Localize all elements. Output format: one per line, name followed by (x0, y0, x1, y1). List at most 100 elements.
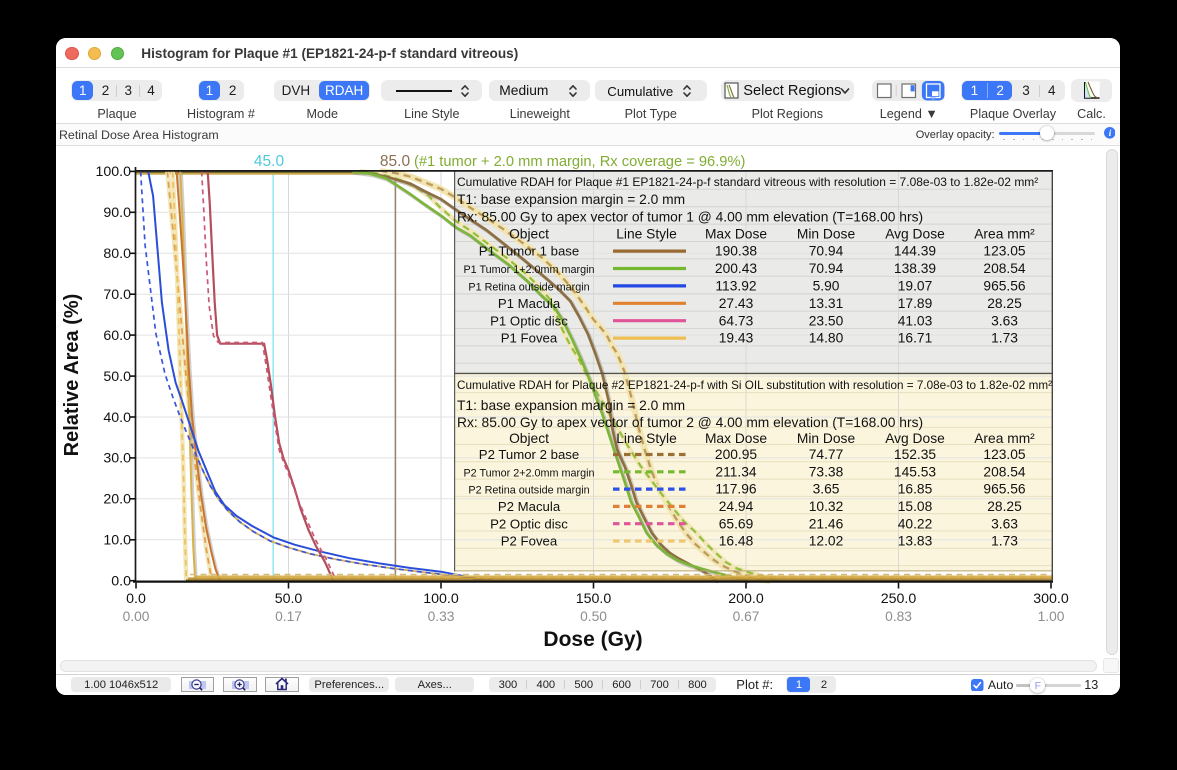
svg-text:70.94: 70.94 (809, 261, 844, 276)
svg-text:Cumulative RDAH for Plaque #2: Cumulative RDAH for Plaque #2 EP1821-24-… (457, 379, 1052, 392)
svg-text:P2 Tumor 2 base: P2 Tumor 2 base (479, 447, 579, 462)
svg-text:15.08: 15.08 (898, 499, 933, 514)
svg-text:190.38: 190.38 (715, 244, 758, 259)
svg-text:0.0: 0.0 (111, 573, 131, 589)
svg-text:(#1 tumor + 2.0 mm margin, Rx: (#1 tumor + 2.0 mm margin, Rx coverage =… (414, 154, 745, 170)
svg-text:200.95: 200.95 (715, 447, 758, 462)
svg-text:Min Dose: Min Dose (797, 226, 856, 241)
svg-text:85.0: 85.0 (380, 153, 411, 170)
svg-text:19.07: 19.07 (898, 278, 933, 293)
svg-text:0.67: 0.67 (733, 609, 760, 624)
svg-text:P2 Fovea: P2 Fovea (501, 534, 558, 549)
svg-text:Avg Dose: Avg Dose (885, 431, 945, 446)
svg-text:i: i (1108, 129, 1111, 139)
svg-text:17.89: 17.89 (898, 296, 933, 311)
svg-text:T1: base expansion margin = 2.: T1: base expansion margin = 2.0 mm (457, 192, 685, 207)
svg-text:5.90: 5.90 (813, 278, 840, 293)
svg-text:Object: Object (509, 431, 549, 446)
svg-text:23.50: 23.50 (809, 313, 844, 328)
svg-text:123.05: 123.05 (983, 244, 1026, 259)
svg-text:117.96: 117.96 (715, 482, 757, 497)
svg-text:100.0: 100.0 (423, 591, 459, 607)
svg-text:P1 Tumor 1+2.0mm margin: P1 Tumor 1+2.0mm margin (463, 264, 594, 276)
svg-text:12.02: 12.02 (809, 534, 844, 549)
svg-text:13.31: 13.31 (809, 296, 844, 311)
svg-text:0.33: 0.33 (428, 609, 455, 624)
svg-text:100.0: 100.0 (95, 164, 131, 180)
svg-text:41.03: 41.03 (898, 313, 933, 328)
svg-text:1.73: 1.73 (991, 534, 1018, 549)
svg-text:Object: Object (509, 226, 549, 241)
svg-text:145.53: 145.53 (894, 464, 937, 479)
svg-text:965.56: 965.56 (983, 278, 1026, 293)
svg-text:Rx: 85.00 Gy to apex vector of: Rx: 85.00 Gy to apex vector of tumor 1 @… (457, 209, 923, 224)
svg-text:144.39: 144.39 (894, 244, 937, 259)
svg-text:3.63: 3.63 (991, 516, 1018, 531)
svg-text:14.80: 14.80 (809, 331, 844, 346)
svg-text:80.0: 80.0 (103, 246, 131, 262)
svg-text:P2 Macula: P2 Macula (498, 499, 561, 514)
svg-text:73.38: 73.38 (809, 464, 844, 479)
svg-text:19.43: 19.43 (719, 331, 754, 346)
svg-text:0.17: 0.17 (275, 609, 302, 624)
svg-text:3.63: 3.63 (991, 313, 1018, 328)
svg-text:208.54: 208.54 (983, 261, 1026, 276)
svg-text:152.35: 152.35 (894, 447, 937, 462)
svg-text:45.0: 45.0 (254, 153, 285, 170)
svg-text:Max Dose: Max Dose (705, 431, 767, 446)
svg-text:P2 Optic disc: P2 Optic disc (490, 516, 568, 531)
svg-text:300.0: 300.0 (1033, 591, 1069, 607)
svg-text:21.46: 21.46 (809, 516, 844, 531)
svg-text:Line Style: Line Style (616, 226, 677, 241)
svg-text:Cumulative RDAH for Plaque #1: Cumulative RDAH for Plaque #1 EP1821-24-… (457, 175, 1038, 189)
svg-text:P1 Retina outside margin: P1 Retina outside margin (468, 281, 589, 293)
svg-text:60.0: 60.0 (103, 328, 131, 344)
svg-text:24.94: 24.94 (719, 499, 754, 514)
svg-text:Area mm²: Area mm² (974, 226, 1035, 241)
svg-text:50.0: 50.0 (275, 591, 303, 607)
svg-text:40.22: 40.22 (898, 516, 933, 531)
svg-text:113.92: 113.92 (715, 278, 756, 293)
svg-text:16.48: 16.48 (719, 534, 754, 549)
svg-text:0.0: 0.0 (126, 591, 146, 607)
svg-text:123.05: 123.05 (983, 447, 1026, 462)
svg-text:Avg Dose: Avg Dose (885, 226, 945, 241)
svg-text:250.0: 250.0 (881, 591, 917, 607)
svg-text:150.0: 150.0 (576, 591, 612, 607)
svg-text:3.65: 3.65 (813, 482, 840, 497)
svg-text:30.0: 30.0 (103, 451, 131, 467)
svg-text:P1 Fovea: P1 Fovea (501, 331, 558, 346)
svg-text:138.39: 138.39 (894, 261, 937, 276)
svg-text:27.43: 27.43 (719, 296, 754, 311)
svg-text:65.69: 65.69 (719, 516, 754, 531)
svg-text:211.34: 211.34 (715, 464, 757, 479)
svg-text:965.56: 965.56 (983, 482, 1026, 497)
svg-text:0.50: 0.50 (580, 609, 607, 624)
svg-text:90.0: 90.0 (103, 205, 131, 221)
svg-text:P2 Retina outside margin: P2 Retina outside margin (468, 485, 589, 497)
svg-text:Relative Area (%): Relative Area (%) (61, 294, 83, 457)
svg-text:28.25: 28.25 (987, 499, 1022, 514)
svg-text:20.0: 20.0 (103, 492, 131, 508)
svg-text:16.85: 16.85 (898, 482, 933, 497)
svg-text:P1 Macula: P1 Macula (498, 296, 561, 311)
svg-text:10.0: 10.0 (103, 533, 131, 549)
svg-text:0.83: 0.83 (885, 609, 912, 624)
svg-text:10.32: 10.32 (809, 499, 844, 514)
svg-text:28.25: 28.25 (987, 296, 1022, 311)
svg-text:0.00: 0.00 (123, 609, 150, 624)
svg-text:Min Dose: Min Dose (797, 431, 856, 446)
svg-text:1.00: 1.00 (1038, 609, 1065, 624)
svg-text:208.54: 208.54 (983, 464, 1026, 479)
svg-text:Rx: 85.00 Gy to apex vector of: Rx: 85.00 Gy to apex vector of tumor 2 @… (457, 415, 923, 430)
svg-text:Max Dose: Max Dose (705, 226, 767, 241)
svg-text:P1 Optic disc: P1 Optic disc (490, 313, 568, 328)
svg-text:64.73: 64.73 (719, 313, 754, 328)
svg-text:74.77: 74.77 (809, 447, 844, 462)
svg-text:Dose (Gy): Dose (Gy) (543, 628, 642, 651)
svg-text:50.0: 50.0 (103, 369, 131, 385)
svg-text:200.43: 200.43 (715, 261, 758, 276)
svg-text:16.71: 16.71 (898, 331, 933, 346)
svg-text:1.73: 1.73 (991, 331, 1018, 346)
svg-text:P2 Tumor 2+2.0mm margin: P2 Tumor 2+2.0mm margin (463, 467, 594, 479)
